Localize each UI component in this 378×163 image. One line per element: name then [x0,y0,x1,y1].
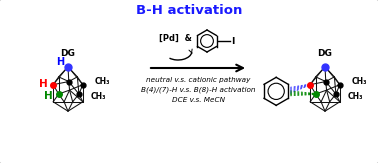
Text: DG: DG [60,49,76,58]
Text: CH₃: CH₃ [91,91,107,101]
Text: neutral v.s. cationic pathway: neutral v.s. cationic pathway [146,77,250,83]
Text: B(4)/(7)-H v.s. B(8)-H activation: B(4)/(7)-H v.s. B(8)-H activation [141,87,255,93]
Text: CH₃: CH₃ [348,91,363,101]
Text: CH₃: CH₃ [352,77,367,86]
Text: DCE v.s. MeCN: DCE v.s. MeCN [172,97,225,103]
Text: I: I [231,37,234,45]
Text: [Pd]  &: [Pd] & [158,34,191,43]
Text: CH₃: CH₃ [95,77,110,86]
Text: H: H [39,79,48,89]
Text: DG: DG [318,49,332,58]
Text: H: H [44,91,53,101]
Text: B-H activation: B-H activation [136,5,242,17]
Text: H: H [56,57,64,67]
